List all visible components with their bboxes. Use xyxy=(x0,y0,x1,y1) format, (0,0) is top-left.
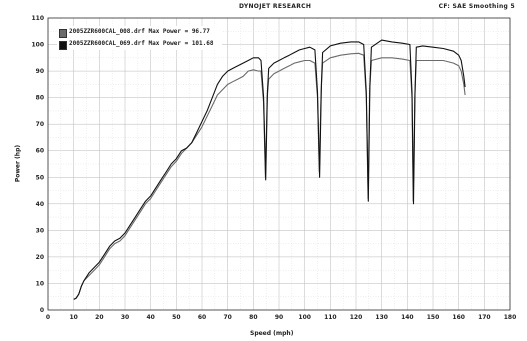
x-tick-label: 90 xyxy=(275,314,283,321)
x-tick-label: 120 xyxy=(350,314,363,321)
x-tick-label: 110 xyxy=(324,314,337,321)
y-tick-label: 110 xyxy=(31,15,44,22)
y-tick-label: 10 xyxy=(36,280,44,287)
x-tick-label: 140 xyxy=(401,314,414,321)
x-tick-label: 170 xyxy=(478,314,491,321)
x-axis-label: Speed (mph) xyxy=(250,330,294,337)
x-tick-label: 10 xyxy=(69,314,77,321)
legend-swatch-series-2 xyxy=(59,41,67,50)
y-tick-label: 60 xyxy=(36,148,44,155)
legend: 2005ZZR600CAL_008.drf Max Power = 96.77 … xyxy=(57,26,222,50)
y-tick-label: 30 xyxy=(36,227,44,234)
x-tick-label: 50 xyxy=(172,314,180,321)
series-lines xyxy=(73,39,466,300)
axis-tick-labels: 0 10 20 30 40 50 60 70 80 90 100 110 120 130 140 150 160… xyxy=(31,15,516,321)
correction-smoothing-info: CF: SAE Smoothing 5 xyxy=(438,3,515,10)
y-tick-label: 70 xyxy=(36,121,44,128)
y-tick-label: 40 xyxy=(36,201,44,208)
y-tick-label: 20 xyxy=(36,254,44,261)
series-line-1 xyxy=(73,52,466,300)
x-tick-label: 20 xyxy=(95,314,103,321)
x-tick-label: 80 xyxy=(249,314,257,321)
series-line-2 xyxy=(73,39,466,300)
x-tick-label: 180 xyxy=(504,314,517,321)
x-tick-label: 0 xyxy=(46,314,50,321)
x-tick-label: 70 xyxy=(223,314,231,321)
plot-frame xyxy=(47,17,511,311)
x-tick-label: 40 xyxy=(146,314,154,321)
y-tick-label: 90 xyxy=(36,68,44,75)
legend-entry: 2005ZZR600CAL_069.drf Max Power = 101.68 xyxy=(57,40,222,50)
y-tick-label: 50 xyxy=(36,174,44,181)
chart-grid xyxy=(47,17,511,311)
x-tick-label: 130 xyxy=(375,314,388,321)
y-tick-label: 0 xyxy=(40,307,44,314)
x-tick-label: 160 xyxy=(452,314,465,321)
y-tick-label: 80 xyxy=(36,95,44,102)
legend-entry: 2005ZZR600CAL_008.drf Max Power = 96.77 xyxy=(57,28,222,38)
y-axis-label: Power (hp) xyxy=(14,144,22,183)
legend-label-series-2: 2005ZZR600CAL_069.drf Max Power = 101.68 xyxy=(69,40,214,47)
x-tick-label: 30 xyxy=(121,314,129,321)
x-tick-label: 60 xyxy=(198,314,206,321)
x-tick-label: 150 xyxy=(427,314,440,321)
report-title: DYNOJET RESEARCH xyxy=(239,3,312,10)
x-tick-label: 100 xyxy=(298,314,311,321)
y-tick-label: 100 xyxy=(31,42,44,49)
legend-swatch-series-1 xyxy=(59,29,67,38)
legend-label-series-1: 2005ZZR600CAL_008.drf Max Power = 96.77 xyxy=(69,28,210,35)
